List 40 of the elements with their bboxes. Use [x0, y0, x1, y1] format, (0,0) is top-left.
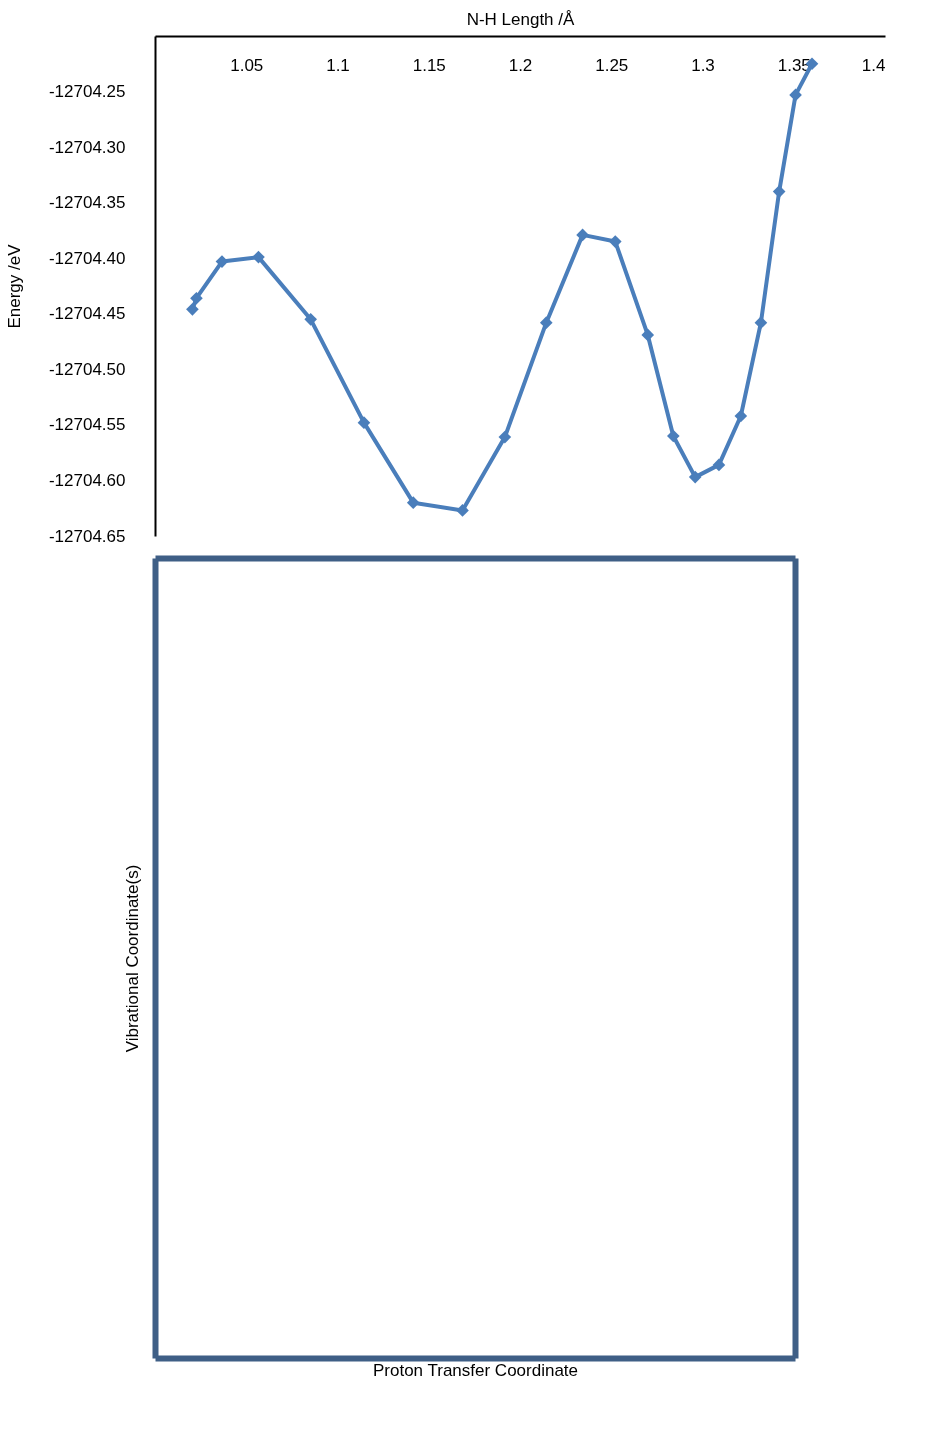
point — [734, 409, 748, 423]
point — [186, 303, 199, 316]
point — [576, 228, 589, 242]
x-tick-label: 1.4 — [861, 55, 886, 75]
point — [666, 429, 680, 443]
y-tick-label: -12704.60 — [48, 470, 126, 490]
y-axis-title: Energy /eV — [4, 243, 24, 329]
point — [456, 504, 469, 517]
x-tick-label: 1.1 — [326, 55, 350, 75]
y-tick-label: -12704.65 — [48, 526, 126, 546]
point — [539, 316, 553, 329]
point — [215, 255, 229, 268]
point — [789, 88, 802, 102]
point — [608, 235, 622, 248]
point — [304, 313, 317, 326]
point — [712, 458, 726, 472]
point — [252, 250, 265, 264]
point — [641, 328, 655, 342]
y-tick-label: -12704.45 — [48, 304, 126, 324]
point — [357, 416, 371, 429]
x-tick-label: 1.3 — [691, 55, 715, 75]
y-tick-label: -12704.40 — [48, 248, 126, 268]
y-tick-label: -12704.25 — [48, 82, 126, 102]
y-tick-label: -12704.55 — [48, 415, 126, 435]
point — [772, 185, 786, 198]
point — [498, 430, 512, 444]
x-tick-label: 1.25 — [595, 55, 629, 75]
text: Proton Transfer Coordinate — [372, 1360, 579, 1380]
point — [190, 291, 203, 305]
point — [688, 470, 702, 484]
point — [754, 316, 768, 329]
point — [406, 496, 420, 509]
x-tick-label: 1.15 — [412, 55, 446, 75]
x-tick-label: 1.2 — [508, 55, 533, 75]
y-tick-label: -12704.35 — [48, 193, 126, 213]
x-tick-label: 1.05 — [230, 55, 264, 75]
text: Vibrational Coordinate(s) — [122, 864, 142, 1053]
y-tick-label: -12704.30 — [48, 137, 126, 157]
y-tick-label: -12704.50 — [48, 359, 126, 379]
x-axis-title: N-H Length /Å — [466, 9, 576, 29]
